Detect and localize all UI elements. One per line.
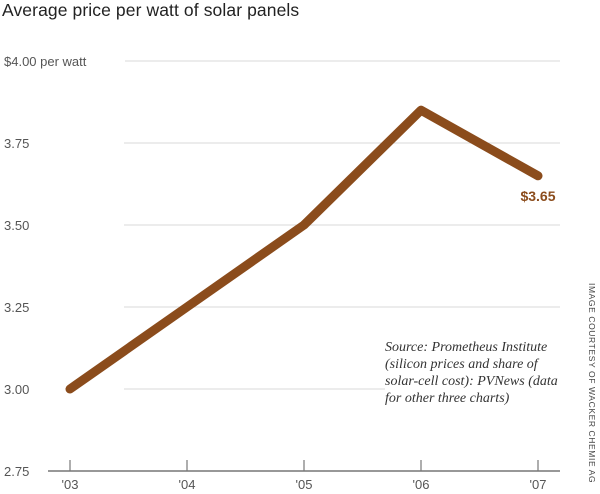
x-tick-label: '03 [62, 477, 79, 492]
y-tick-label: 2.75 [4, 464, 29, 479]
image-credit: IMAGE COURTESY OF WACKER CHEMIE AG [587, 283, 597, 484]
source-note: Source: Prometheus Institute (silicon pr… [385, 339, 569, 407]
y-tick-label: 3.50 [4, 218, 29, 233]
x-tick-label: '04 [179, 477, 196, 492]
series-group [65, 105, 543, 394]
y-axis-tick-labels: 2.75 3.00 3.25 3.50 3.75 $4.00 per watt [4, 54, 87, 479]
y-tick-label: 3.25 [4, 300, 29, 315]
x-tick-label: '07 [530, 477, 547, 492]
y-tick-label: 3.00 [4, 382, 29, 397]
y-tick-label: $4.00 per watt [4, 54, 87, 69]
data-labels: $3.65 [520, 188, 555, 204]
x-axis: '03 '04 '05 '06 '07 [48, 460, 560, 492]
chart-title: Average price per watt of solar panels [2, 0, 300, 20]
y-tick-label: 3.75 [4, 136, 29, 151]
x-tick-label: '05 [296, 477, 313, 492]
value-label: $3.65 [520, 188, 555, 204]
x-tick-label: '06 [413, 477, 430, 492]
